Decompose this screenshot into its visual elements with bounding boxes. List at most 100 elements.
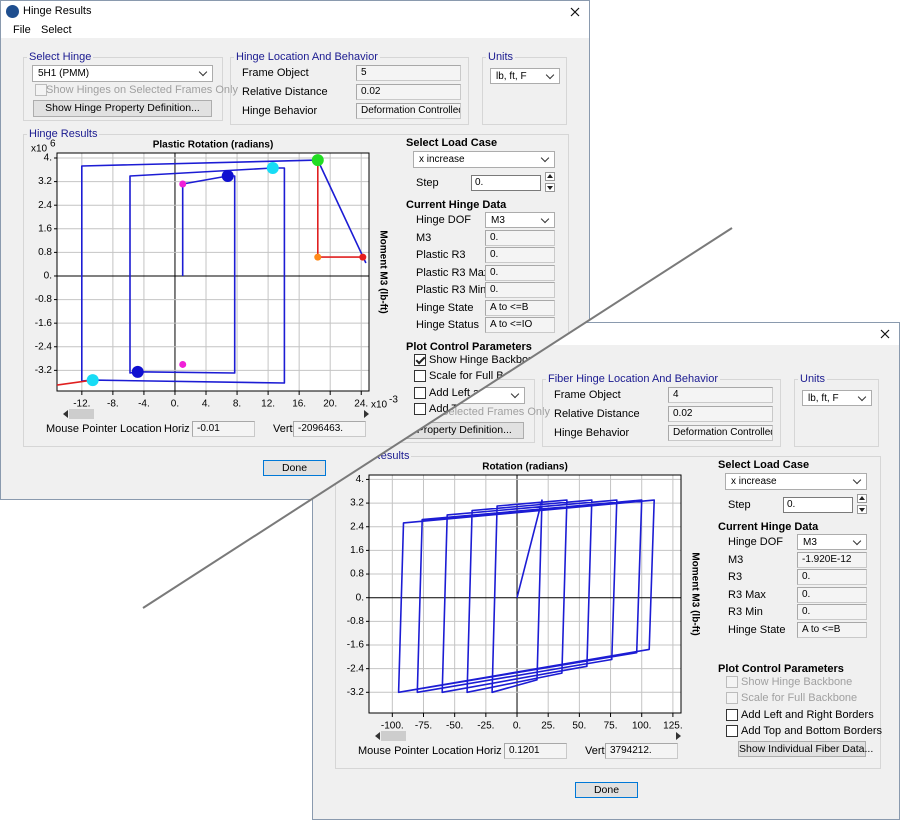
x-tick-label: -50.: [446, 721, 463, 732]
section-title: Select Load Case: [718, 459, 810, 471]
marker: [311, 154, 324, 167]
y-tick-label: 0.: [356, 592, 364, 603]
field-label: Frame Object: [554, 389, 621, 401]
field-value: 0.: [797, 604, 867, 620]
marker: [179, 180, 187, 188]
scroll-thumb[interactable]: [381, 731, 406, 741]
button[interactable]: Show Individual Fiber Data...: [738, 741, 874, 757]
field-label: Hinge State: [728, 623, 786, 636]
checkbox: [35, 84, 47, 96]
plot-title: Rotation (radians): [482, 462, 568, 473]
group-box: [482, 57, 567, 125]
field-value: 0.02: [668, 406, 773, 422]
field-label: Hinge DOF: [416, 214, 472, 226]
field-label: Frame Object: [242, 67, 309, 79]
spin-down[interactable]: [857, 505, 867, 514]
x-tick-label: 25.: [541, 721, 555, 732]
field-value: 0.: [797, 569, 867, 585]
step-input[interactable]: 0.: [783, 497, 853, 513]
x-tick-label: -8.: [107, 399, 119, 410]
y-tick-label: 0.8: [38, 247, 52, 258]
y-tick-label: 4.: [356, 474, 364, 485]
close-button[interactable]: [879, 328, 891, 340]
x-tick-label: -75.: [415, 721, 432, 732]
spin-up[interactable]: [857, 494, 867, 503]
checkbox-label: Add Top and Bottom Borders: [741, 724, 883, 737]
scroll-left: [63, 410, 68, 418]
units-dropdown[interactable]: lb, ft, F: [490, 68, 560, 84]
field-label: R3 Min: [728, 606, 763, 618]
group-label: Select Hinge: [27, 50, 94, 64]
load-case-dropdown[interactable]: x increase: [725, 473, 867, 490]
dof-dropdown[interactable]: M3: [485, 212, 555, 228]
plot-area: [57, 153, 369, 391]
group-label: Units: [798, 372, 828, 386]
field-label: Plastic R3: [416, 249, 466, 261]
checkbox[interactable]: [414, 354, 426, 366]
done-button[interactable]: Done: [575, 782, 638, 798]
hinge-dropdown[interactable]: 5H1 (PMM): [32, 65, 213, 82]
x-tick-label: 100.: [632, 721, 651, 732]
y-tick-label: 3.2: [38, 176, 52, 187]
done-button[interactable]: Done: [263, 460, 326, 476]
checkbox-label: Add Left and Right Borders: [741, 708, 874, 721]
app-icon: [6, 5, 19, 18]
scroll-thumb[interactable]: [69, 409, 94, 419]
y-multiplier: x10: [31, 144, 48, 155]
menu-item[interactable]: Select: [41, 24, 72, 36]
y-tick-label: 4.: [44, 153, 52, 164]
checkbox[interactable]: [414, 370, 426, 383]
checkbox: [726, 692, 738, 705]
x-tick-label: 50.: [572, 721, 586, 732]
dof-dropdown[interactable]: M3: [797, 534, 867, 550]
field-label: Relative Distance: [242, 86, 328, 98]
y-tick-label: -3.2: [35, 365, 53, 376]
menu-item[interactable]: File: [13, 24, 31, 36]
close-button[interactable]: [569, 6, 581, 18]
scroll-arrows[interactable]: [375, 729, 681, 743]
checkbox[interactable]: [414, 402, 426, 415]
y-tick-label: 1.6: [350, 545, 364, 556]
y-tick-label: 1.6: [38, 223, 52, 234]
field-value: 5: [356, 65, 461, 81]
checkbox[interactable]: [726, 724, 738, 737]
field-value: 0.: [485, 229, 555, 246]
load-case-dropdown[interactable]: x increase: [413, 151, 555, 168]
y-tick-label: -2.4: [347, 663, 365, 674]
field-label: Step: [728, 499, 751, 511]
button[interactable]: Show Hinge Property Definition...: [33, 100, 212, 117]
scroll-right: [364, 410, 369, 418]
checkbox[interactable]: [414, 386, 426, 399]
scroll-left: [375, 732, 380, 740]
y-axis-label: Moment M3 (lb-ft): [689, 552, 700, 635]
group-label: Units: [486, 50, 516, 64]
step-input[interactable]: 0.: [471, 175, 541, 191]
x-tick-label: -100.: [381, 721, 404, 732]
plot-title: Plastic Rotation (radians): [153, 140, 274, 151]
x-tick-label: 75.: [604, 721, 618, 732]
marker: [179, 360, 187, 368]
marker: [359, 253, 367, 261]
field-value: A to <=B: [485, 299, 555, 316]
marker: [131, 365, 144, 378]
field-value: A to <=IO: [485, 317, 555, 333]
scroll-arrows[interactable]: [63, 407, 369, 421]
marker: [86, 374, 99, 387]
y-tick-label: -0.8: [347, 616, 365, 627]
field-value: 0.: [485, 247, 555, 263]
spin-down[interactable]: [545, 183, 555, 192]
y-tick-label: -1.6: [347, 640, 365, 651]
field-label: R3 Max: [728, 588, 766, 601]
units-dropdown[interactable]: lb, ft, F: [802, 390, 872, 406]
y-tick-label: -3.2: [347, 687, 365, 698]
field-label: Step: [416, 177, 439, 189]
checkbox[interactable]: [726, 708, 738, 721]
x-tick-label: 125.: [663, 721, 682, 732]
group-box: [794, 379, 879, 447]
spin-up[interactable]: [545, 172, 555, 181]
field-label: Horiz: [164, 423, 190, 435]
y-axis-label: Moment M3 (lb-ft): [377, 230, 388, 313]
x-tick-label: -12.: [73, 399, 90, 410]
field-value: Deformation Controlled: [668, 425, 773, 441]
field-label: M3: [728, 553, 744, 566]
